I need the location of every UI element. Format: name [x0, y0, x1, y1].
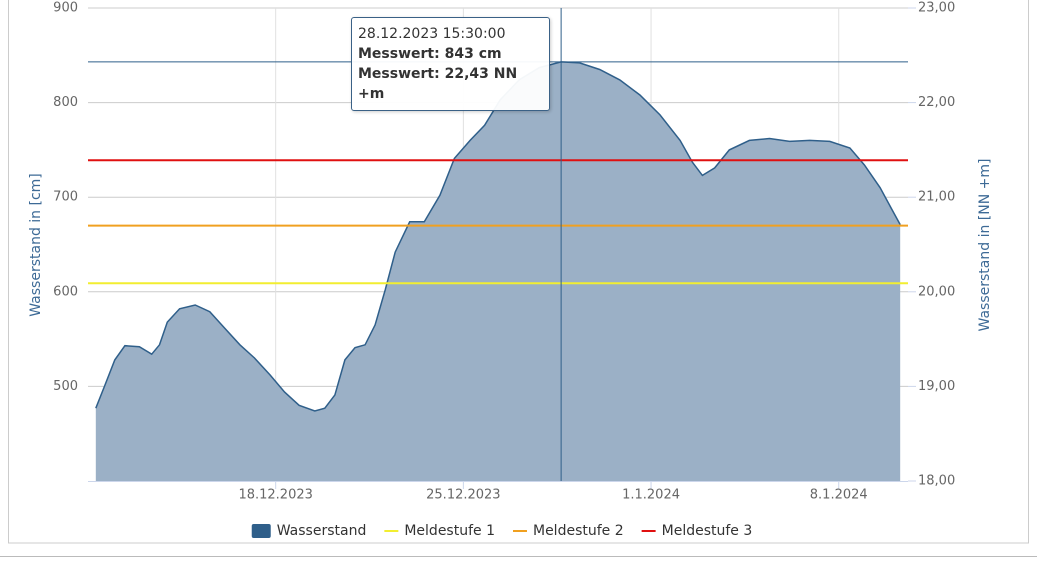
y-tick-label: 600: [53, 284, 78, 299]
tooltip-title: 28.12.2023 15:30:00: [358, 26, 506, 42]
y-tick-label: 900: [53, 1, 78, 16]
legend-label: Meldestufe 3: [662, 523, 753, 539]
y2-axis-title: Wasserstand in [NN +m]: [977, 159, 993, 332]
y2-tick-label: 20,00: [918, 284, 955, 299]
y2-tick-label: 19,00: [918, 379, 955, 394]
tooltip-line: Messwert: 843 cm: [358, 46, 502, 62]
y-tick-label: 500: [53, 379, 78, 394]
tooltip: 28.12.2023 15:30:00 Messwert: 843 cm Mes…: [351, 17, 550, 111]
y2-tick-label: 22,00: [918, 95, 955, 110]
tooltip-line: Messwert: 22,43 NN +m: [358, 66, 518, 102]
legend-label: Meldestufe 1: [404, 523, 495, 539]
x-tick-label: 25.12.2023: [426, 488, 500, 503]
y-tick-label: 800: [53, 95, 78, 110]
y-tick-label: 700: [53, 190, 78, 205]
chart-frame: [8, 0, 1029, 544]
x-tick-label: 8.1.2024: [810, 488, 868, 503]
area: [95, 61, 901, 482]
legend-label: Wasserstand: [277, 523, 367, 539]
y-axis-title: Wasserstand in [cm]: [28, 173, 44, 317]
area-line: [95, 61, 901, 412]
y2-tick-label: 18,00: [918, 474, 955, 489]
y2-tick-label: 21,00: [918, 190, 955, 205]
y2-tick-label: 23,00: [918, 1, 955, 16]
x-tick-label: 1.1.2024: [622, 488, 680, 503]
x-tick-label: 18.12.2023: [238, 488, 312, 503]
legend-swatch: [251, 524, 271, 538]
legend-label: Meldestufe 2: [533, 523, 624, 539]
